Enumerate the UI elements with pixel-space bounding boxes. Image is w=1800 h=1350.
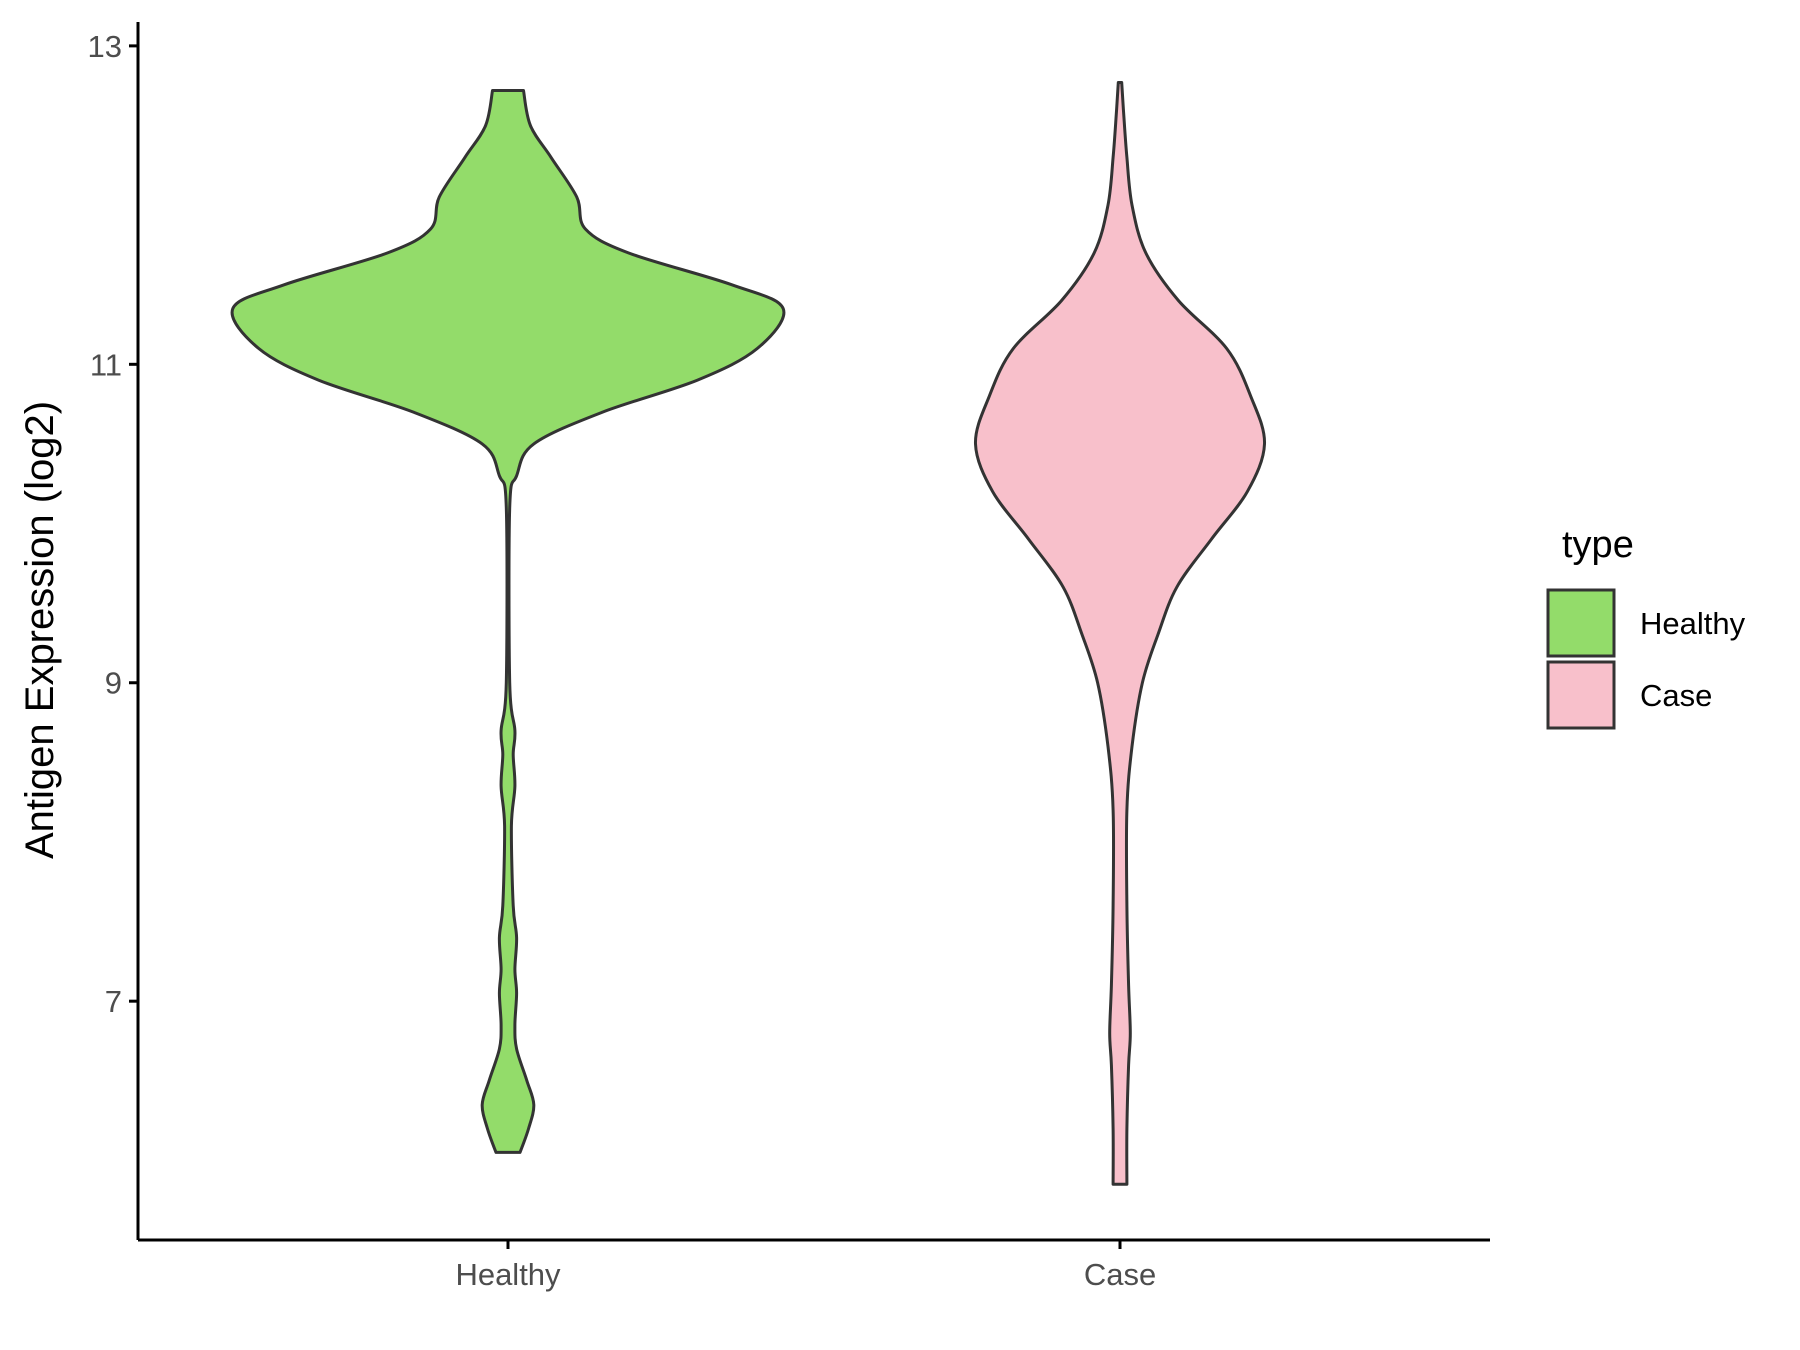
- y-tick-label: 9: [105, 666, 122, 701]
- x-tick-label: Healthy: [455, 1257, 561, 1292]
- legend-label-healthy: Healthy: [1640, 606, 1746, 641]
- y-tick-label: 7: [105, 984, 122, 1019]
- violin-healthy: [230, 89, 786, 1154]
- legend-title: type: [1562, 524, 1634, 566]
- y-axis-ticks: 7 9 11 13: [88, 29, 138, 1019]
- legend-label-case: Case: [1640, 678, 1712, 713]
- violin-case: [973, 81, 1267, 1186]
- legend-swatch-healthy: [1546, 588, 1616, 658]
- y-axis-title: Antigen Expression (log2): [18, 401, 62, 859]
- violin-layer: [230, 81, 1267, 1186]
- x-axis-ticks: Healthy Case: [455, 1240, 1156, 1292]
- y-tick-label: 13: [88, 29, 122, 64]
- legend: Healthy Case: [1546, 588, 1746, 730]
- y-tick-label: 11: [90, 347, 122, 382]
- legend-swatch-case: [1546, 660, 1616, 730]
- x-tick-label: Case: [1084, 1257, 1156, 1292]
